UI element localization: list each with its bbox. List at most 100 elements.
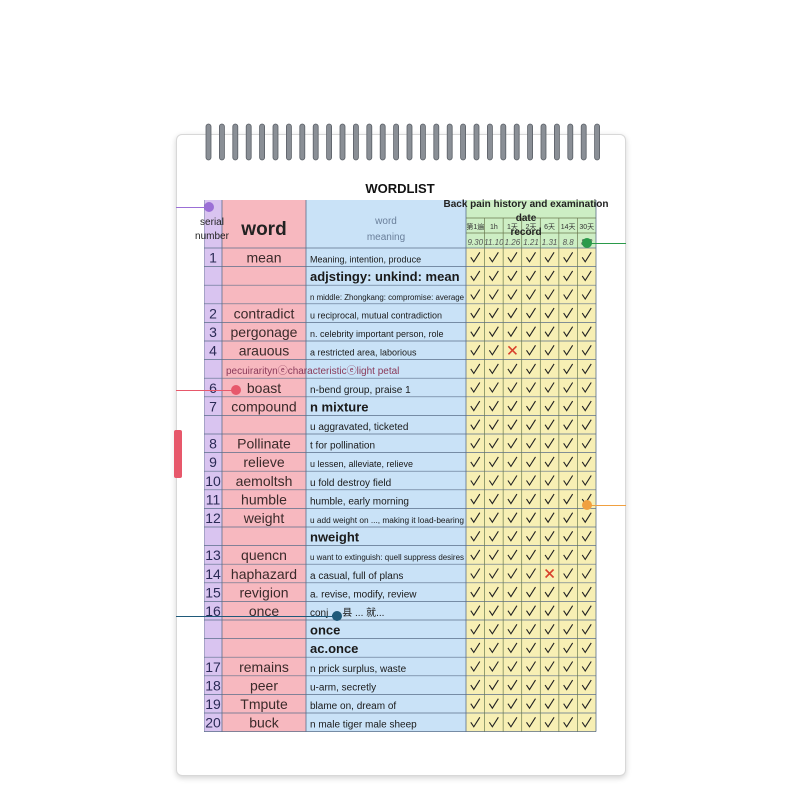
check-mark bbox=[526, 326, 536, 338]
spiral-ring bbox=[567, 123, 574, 161]
check-mark bbox=[563, 400, 574, 412]
serial-number: 18 bbox=[205, 677, 221, 693]
serial-number: 10 bbox=[205, 473, 221, 489]
check-mark bbox=[581, 624, 592, 635]
check-mark bbox=[563, 252, 574, 263]
check-mark bbox=[544, 419, 555, 431]
review-column-label: 30天 bbox=[579, 223, 594, 231]
check-mark bbox=[581, 419, 592, 431]
meaning-entry: u reciprocal, mutual contradiction bbox=[310, 310, 442, 320]
word-entry: remains bbox=[239, 659, 289, 675]
meaning-entry: conj ... 县 ... 就... bbox=[310, 606, 384, 619]
check-mark bbox=[488, 586, 499, 598]
check-mark bbox=[507, 382, 518, 394]
check-mark bbox=[544, 438, 555, 449]
review-column-label: 6天 bbox=[544, 223, 555, 231]
check-mark bbox=[507, 531, 518, 542]
check-mark bbox=[581, 605, 592, 617]
serial-number: 3 bbox=[209, 324, 217, 340]
meaning-entry: n middle: Zhongkang: compromise: average bbox=[310, 293, 465, 302]
check-mark bbox=[544, 586, 555, 598]
meaning-entry: blame on, dream of bbox=[310, 701, 396, 712]
spiral-ring bbox=[366, 123, 373, 161]
spiral-ring bbox=[205, 123, 212, 161]
check-mark bbox=[507, 307, 518, 319]
word-entry: haphazard bbox=[231, 566, 297, 582]
check-mark bbox=[488, 568, 499, 580]
check-mark bbox=[544, 698, 555, 710]
meaning-entry: once bbox=[310, 623, 340, 638]
serial-number: 14 bbox=[205, 566, 221, 582]
spiral-ring bbox=[232, 123, 239, 161]
check-mark bbox=[563, 475, 574, 487]
check-mark bbox=[488, 345, 499, 356]
check-mark bbox=[581, 679, 592, 691]
callout-dot-left bbox=[231, 385, 241, 395]
check-mark bbox=[526, 382, 536, 394]
meaning-entry: u want to extinguish: quell suppress des… bbox=[310, 553, 464, 562]
spiral-binding bbox=[205, 123, 601, 161]
word-entry: boast bbox=[247, 380, 281, 396]
check-mark bbox=[526, 363, 536, 375]
check-mark bbox=[507, 270, 518, 282]
check-mark bbox=[544, 549, 555, 561]
word-entry: pergonage bbox=[231, 324, 298, 340]
spiral-ring bbox=[406, 123, 413, 161]
check-mark bbox=[563, 493, 574, 505]
check-mark bbox=[581, 475, 592, 487]
check-mark bbox=[470, 400, 481, 412]
check-mark bbox=[563, 642, 574, 654]
record-header-line2: record bbox=[510, 227, 542, 238]
check-mark bbox=[544, 605, 555, 617]
review-column-label: 第1遍 bbox=[466, 222, 484, 231]
page-tab-marker bbox=[174, 430, 182, 478]
meaning-entry: Meaning, intention, produce bbox=[310, 255, 421, 265]
check-mark bbox=[470, 568, 481, 580]
check-mark bbox=[507, 326, 518, 338]
check-mark bbox=[544, 679, 555, 691]
check-mark bbox=[526, 419, 536, 431]
serial-number: 9 bbox=[209, 454, 217, 470]
word-entry: pecuiraritynⓔcharacteristicⓔlight petal bbox=[226, 365, 399, 377]
word-entry: weight bbox=[243, 510, 285, 526]
check-mark bbox=[563, 419, 574, 431]
check-mark bbox=[488, 289, 499, 301]
check-mark bbox=[526, 512, 536, 524]
check-mark bbox=[507, 586, 518, 598]
review-column-date: 11.10 bbox=[484, 238, 504, 247]
check-mark bbox=[470, 252, 481, 263]
spiral-ring bbox=[540, 123, 547, 161]
meaning-entry: u add weight on ..., making it load-bear… bbox=[310, 516, 464, 525]
check-mark bbox=[507, 438, 518, 449]
check-mark bbox=[526, 493, 536, 505]
check-mark bbox=[526, 307, 536, 319]
serial-header-line1: serial bbox=[200, 217, 224, 228]
check-mark bbox=[544, 512, 555, 524]
check-mark bbox=[507, 252, 518, 263]
check-mark bbox=[563, 568, 574, 580]
word-entry: buck bbox=[249, 715, 280, 731]
meaning-entry: ac.once bbox=[310, 641, 358, 656]
check-mark bbox=[544, 475, 555, 487]
check-mark bbox=[507, 568, 518, 580]
serial-number: 12 bbox=[205, 510, 221, 526]
check-mark bbox=[563, 549, 574, 561]
check-mark bbox=[581, 400, 592, 412]
meaning-entry: u fold destroy field bbox=[310, 478, 391, 489]
page-title: WORDLIST bbox=[365, 181, 435, 196]
check-mark bbox=[563, 624, 574, 635]
check-mark bbox=[581, 307, 592, 319]
check-mark bbox=[470, 605, 481, 617]
check-mark bbox=[507, 624, 518, 635]
serial-number: 16 bbox=[205, 603, 221, 619]
review-column-label: 1h bbox=[490, 224, 498, 231]
check-mark bbox=[507, 475, 518, 487]
check-mark bbox=[544, 531, 555, 542]
word-entry: Pollinate bbox=[237, 436, 291, 452]
review-column-label: 1天 bbox=[507, 223, 518, 231]
check-mark bbox=[563, 438, 574, 449]
serial-number: 15 bbox=[205, 584, 221, 600]
check-mark bbox=[470, 326, 481, 338]
check-mark bbox=[544, 382, 555, 394]
check-mark bbox=[507, 605, 518, 617]
